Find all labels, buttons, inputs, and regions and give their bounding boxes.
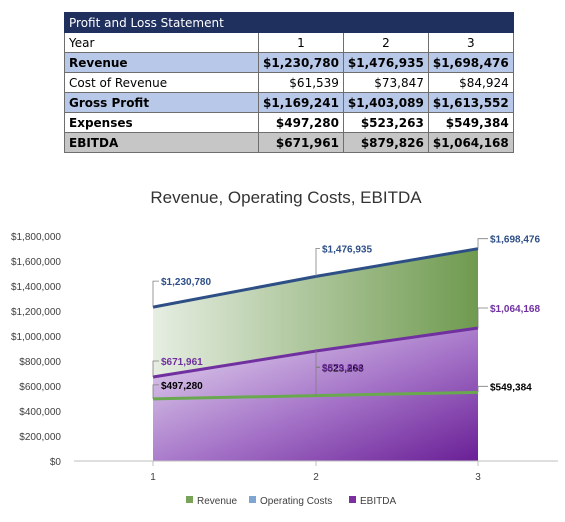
table-title: Profit and Loss Statement — [64, 12, 514, 33]
leader-line — [315, 351, 320, 368]
legend-revenue-label: Revenue — [197, 496, 237, 507]
table-row-expenses: Expenses $497,280 $523,263 $549,384 — [64, 112, 514, 133]
header-cell: 1 — [258, 32, 344, 53]
x-tick-label: 1 — [150, 472, 156, 483]
table-title-row: Profit and Loss Statement — [64, 12, 514, 33]
area-chart: Revenue, Operating Costs, EBITDA $0 $200,… — [11, 188, 558, 507]
legend-ebitda-label: EBITDA — [360, 496, 396, 507]
leader-line — [315, 247, 320, 277]
table-cell: $1,613,552 — [427, 92, 514, 113]
table-cell: $1,403,089 — [342, 92, 429, 113]
table-cell: $523,263 — [342, 112, 429, 133]
leader-line — [477, 238, 488, 249]
data-label: $1,698,476 — [490, 235, 540, 246]
legend-operating-costs-label: Operating Costs — [260, 496, 332, 507]
data-label: $1,064,168 — [490, 304, 540, 315]
table-cell: $84,924 — [427, 72, 514, 93]
table-cell: $1,698,476 — [427, 52, 514, 73]
table-row-ebitda: EBITDA $671,961 $879,826 $1,064,168 — [64, 132, 514, 153]
data-label: $671,961 — [161, 357, 203, 368]
row-label: Gross Profit — [64, 92, 259, 113]
table-cell: $1,169,241 — [258, 92, 344, 113]
legend-operating-costs-swatch — [249, 496, 256, 503]
y-tick-label: $200,000 — [19, 432, 61, 443]
leader-line — [477, 307, 488, 328]
data-label: $497,280 — [161, 381, 203, 392]
table-cell: $671,961 — [258, 132, 344, 153]
table-header-row: Year 1 2 3 — [64, 32, 514, 53]
data-label: $879,826 — [322, 363, 364, 374]
data-label: $549,384 — [490, 382, 532, 393]
legend-revenue-swatch — [186, 496, 193, 503]
table-cell: $61,539 — [258, 72, 344, 93]
table-cell: $73,847 — [342, 72, 429, 93]
data-label: $1,230,780 — [161, 277, 211, 288]
row-label: Expenses — [64, 112, 259, 133]
header-cell: 3 — [427, 32, 514, 53]
y-tick-label: $400,000 — [19, 407, 61, 418]
profit-loss-table: Profit and Loss Statement Year 1 2 3 Rev… — [64, 12, 514, 153]
x-tick-label: 2 — [313, 472, 319, 483]
header-cell: Year — [64, 32, 259, 53]
leader-line — [477, 385, 488, 393]
y-tick-label: $1,600,000 — [11, 257, 61, 268]
leader-line — [152, 384, 159, 399]
y-tick-label: $0 — [50, 457, 62, 468]
table-row-gross-profit: Gross Profit $1,169,241 $1,403,089 $1,61… — [64, 92, 514, 113]
row-label: Revenue — [64, 52, 259, 73]
table-cell: $1,230,780 — [258, 52, 344, 73]
y-tick-label: $800,000 — [19, 357, 61, 368]
leader-line — [152, 360, 159, 378]
row-label: Cost of Revenue — [64, 72, 259, 93]
x-tick-label: 3 — [475, 472, 481, 483]
data-label: $1,476,935 — [322, 244, 372, 255]
y-tick-label: $1,400,000 — [11, 282, 61, 293]
table-row-revenue: Revenue $1,230,780 $1,476,935 $1,698,476 — [64, 52, 514, 73]
table-cell: $497,280 — [258, 112, 344, 133]
y-tick-label: $1,000,000 — [11, 332, 61, 343]
table-cell: $549,384 — [427, 112, 514, 133]
table-cell: $879,826 — [342, 132, 429, 153]
row-label: EBITDA — [64, 132, 259, 153]
y-tick-label: $1,800,000 — [11, 232, 61, 243]
leader-line — [315, 367, 320, 396]
table-row-cost-of-revenue: Cost of Revenue $61,539 $73,847 $84,924 — [64, 72, 514, 93]
table-cell: $1,476,935 — [342, 52, 429, 73]
header-cell: 2 — [342, 32, 429, 53]
y-tick-label: $1,200,000 — [11, 307, 61, 318]
data-label: $523,263 — [322, 364, 364, 375]
table-cell: $1,064,168 — [427, 132, 514, 153]
chart-title: Revenue, Operating Costs, EBITDA — [150, 188, 422, 207]
y-tick-label: $600,000 — [19, 382, 61, 393]
leader-line — [152, 280, 159, 308]
legend-ebitda-swatch — [349, 496, 356, 503]
